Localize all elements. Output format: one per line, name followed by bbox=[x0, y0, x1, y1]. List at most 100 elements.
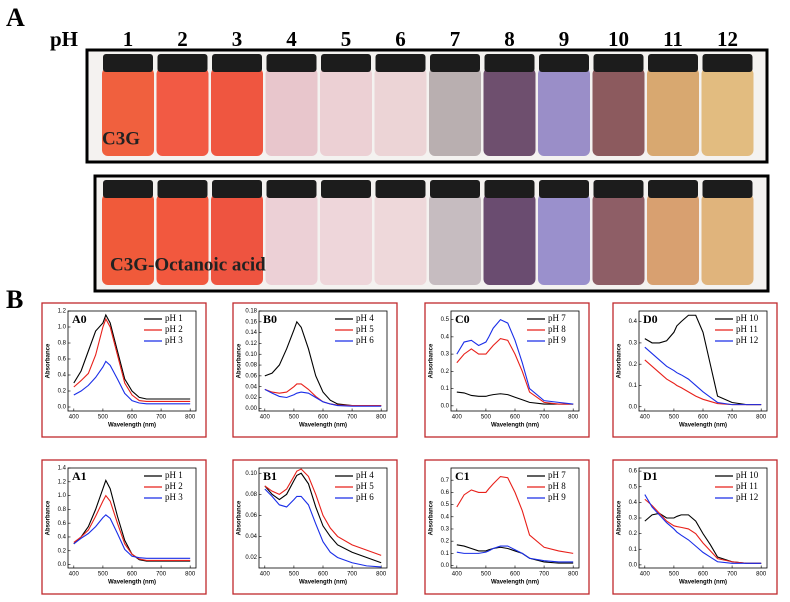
x-axis-label: Wavelength (nm) bbox=[679, 423, 727, 429]
ph-value: 1 bbox=[123, 27, 134, 51]
x-tick-label: 500 bbox=[98, 415, 109, 421]
vial-cap bbox=[593, 180, 644, 198]
legend-label: pH 4 bbox=[356, 470, 374, 480]
y-tick-label: 0.6 bbox=[629, 469, 638, 475]
y-tick-label: 0.10 bbox=[245, 471, 257, 477]
vial-body bbox=[592, 194, 645, 285]
x-tick-label: 700 bbox=[727, 572, 738, 578]
y-tick-label: 0.04 bbox=[245, 384, 257, 390]
chart: 0.0 0.2 0.4 0.6 0.8 1.0 1.2 400 500 600 700 800 Wave… bbox=[41, 302, 207, 438]
y-tick-label: 0.12 bbox=[245, 341, 257, 347]
x-tick-label: 500 bbox=[289, 572, 300, 578]
vial-cap bbox=[702, 180, 753, 198]
vial-cap bbox=[157, 54, 208, 72]
vial-body bbox=[538, 68, 590, 156]
vial-body bbox=[102, 194, 154, 285]
y-tick-label: 1.2 bbox=[58, 479, 67, 485]
x-tick-label: 800 bbox=[756, 415, 767, 421]
y-tick-label: 1.2 bbox=[58, 309, 67, 315]
x-tick-label: 600 bbox=[698, 572, 709, 578]
x-tick-label: 400 bbox=[452, 572, 463, 578]
chart-title: B1 bbox=[263, 469, 277, 483]
legend-label: pH 9 bbox=[548, 492, 566, 502]
x-tick-label: 500 bbox=[669, 415, 680, 421]
data-line bbox=[264, 468, 382, 556]
legend-label: pH 2 bbox=[165, 324, 183, 334]
y-tick-label: 0.1 bbox=[441, 551, 450, 557]
vial-cap bbox=[266, 54, 317, 72]
x-tick-label: 500 bbox=[98, 572, 109, 578]
chart: 0.00 0.02 0.04 0.06 0.08 0.10 0.12 0.14 0.16 0.18… bbox=[232, 302, 398, 438]
vial-body bbox=[374, 194, 427, 285]
y-tick-label: 0.02 bbox=[245, 395, 257, 401]
legend-label: pH 11 bbox=[736, 481, 758, 491]
vial-body bbox=[483, 68, 536, 156]
legend-label: pH 7 bbox=[548, 313, 566, 323]
x-tick-label: 800 bbox=[376, 415, 387, 421]
x-tick-label: 500 bbox=[669, 572, 680, 578]
vial-body bbox=[647, 194, 699, 285]
y-tick-label: 0.0 bbox=[58, 405, 67, 411]
y-tick-label: 0.3 bbox=[629, 340, 638, 346]
x-tick-label: 600 bbox=[698, 415, 709, 421]
y-tick-label: 0.2 bbox=[441, 539, 450, 545]
chart: 0.0 0.1 0.2 0.3 0.4 0.5 400 500 600 700 800 Wavelen… bbox=[424, 302, 590, 438]
data-line bbox=[73, 514, 191, 559]
vial-body bbox=[483, 194, 536, 285]
y-axis-label: Absorbance bbox=[46, 500, 52, 535]
legend-label: pH 12 bbox=[736, 492, 758, 502]
y-tick-label: 0.2 bbox=[58, 389, 67, 395]
y-tick-label: 0.7 bbox=[441, 478, 450, 484]
vial-cap bbox=[648, 180, 698, 198]
data-line bbox=[644, 346, 762, 406]
vial-cap bbox=[212, 54, 262, 72]
panel-label: A bbox=[6, 3, 25, 32]
data-line bbox=[264, 488, 382, 568]
vial-body bbox=[701, 194, 754, 285]
y-tick-label: 0.06 bbox=[245, 513, 257, 519]
x-tick-label: 800 bbox=[185, 415, 196, 421]
y-tick-label: 0.5 bbox=[629, 484, 638, 490]
y-tick-label: 0.2 bbox=[58, 548, 67, 554]
vial-cap bbox=[539, 180, 589, 198]
x-tick-label: 700 bbox=[539, 415, 550, 421]
x-tick-label: 700 bbox=[347, 572, 358, 578]
vial-body bbox=[211, 194, 263, 285]
vial-body bbox=[647, 68, 699, 156]
x-axis-label: Wavelength (nm) bbox=[299, 580, 347, 586]
ph-value: 10 bbox=[608, 27, 629, 51]
y-tick-label: 0.4 bbox=[629, 500, 638, 506]
data-line bbox=[73, 494, 191, 561]
data-line bbox=[73, 360, 191, 405]
data-line bbox=[456, 337, 574, 405]
x-tick-label: 500 bbox=[481, 572, 492, 578]
vial-cap bbox=[484, 180, 535, 198]
y-tick-label: 0.4 bbox=[441, 514, 450, 520]
y-tick-label: 0.14 bbox=[245, 330, 257, 336]
chart-title: C1 bbox=[455, 469, 470, 483]
ph-value: 11 bbox=[663, 27, 683, 51]
data-line bbox=[73, 313, 191, 400]
vial-cap bbox=[430, 180, 480, 198]
y-axis-label: Absorbance bbox=[617, 500, 623, 535]
legend-label: pH 3 bbox=[165, 335, 183, 345]
vial-body bbox=[592, 68, 645, 156]
chart: 0.0 0.1 0.2 0.3 0.4 0.5 0.6 400 500 600 700 800 Wave… bbox=[612, 459, 778, 595]
x-tick-label: 500 bbox=[481, 415, 492, 421]
vial-cap bbox=[593, 54, 644, 72]
y-tick-label: 1.4 bbox=[58, 466, 67, 472]
y-tick-label: 0.5 bbox=[441, 502, 450, 508]
y-tick-label: 0.5 bbox=[441, 317, 450, 323]
ph-value: 5 bbox=[341, 27, 352, 51]
legend-label: pH 2 bbox=[165, 481, 183, 491]
x-tick-label: 600 bbox=[127, 572, 138, 578]
chart-title: D1 bbox=[643, 469, 658, 483]
vial-cap bbox=[430, 54, 480, 72]
y-tick-label: 0.0 bbox=[441, 563, 450, 569]
vial-cap bbox=[702, 54, 753, 72]
vial-body bbox=[265, 194, 318, 285]
y-tick-label: 0.4 bbox=[629, 319, 638, 325]
x-axis-label: Wavelength (nm) bbox=[491, 580, 539, 586]
data-line bbox=[644, 494, 762, 564]
x-tick-label: 800 bbox=[568, 572, 579, 578]
